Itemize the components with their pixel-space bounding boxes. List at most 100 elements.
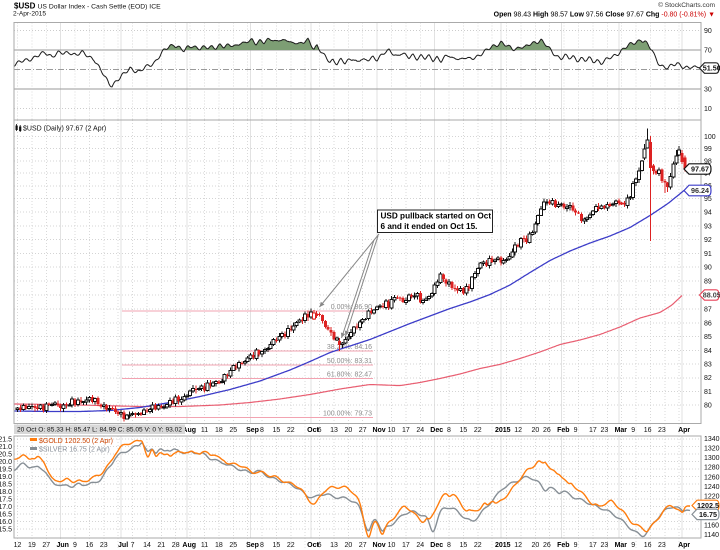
svg-text:1220: 1220	[704, 494, 720, 501]
svg-text:97.67: 97.67	[691, 165, 709, 174]
svg-text:82: 82	[704, 375, 712, 382]
svg-text:19.5: 19.5	[0, 467, 12, 474]
svg-text:16.5: 16.5	[0, 512, 12, 519]
svg-text:Sep: Sep	[246, 542, 259, 549]
svg-text:16: 16	[644, 542, 652, 549]
svg-text:21.0: 21.0	[0, 444, 12, 451]
svg-text:1300: 1300	[704, 455, 720, 462]
svg-text:25: 25	[229, 542, 237, 549]
svg-text:95: 95	[704, 196, 712, 203]
svg-text:1160: 1160	[704, 522, 719, 529]
svg-text:9: 9	[574, 542, 578, 549]
svg-text:17.5: 17.5	[0, 497, 12, 504]
svg-text:25: 25	[229, 427, 237, 434]
svg-text:20.5: 20.5	[0, 452, 12, 459]
svg-text:38.20%: 84.16: 38.20%: 84.16	[327, 344, 372, 351]
svg-text:61.80%: 82.47: 61.80%: 82.47	[327, 372, 372, 379]
svg-text:16: 16	[86, 542, 94, 549]
svg-text:15: 15	[273, 542, 281, 549]
svg-text:8: 8	[447, 542, 451, 549]
svg-text:1260: 1260	[704, 474, 720, 481]
svg-text:2015: 2015	[495, 542, 511, 549]
svg-text:100: 100	[704, 134, 716, 141]
svg-text:USD pullback started on Oct: USD pullback started on Oct	[381, 212, 492, 221]
svg-text:12: 12	[14, 542, 22, 549]
svg-text:1140: 1140	[704, 532, 719, 539]
svg-text:20: 20	[345, 542, 353, 549]
svg-text:91: 91	[704, 251, 712, 258]
svg-text:22: 22	[474, 542, 482, 549]
svg-text:Sep: Sep	[246, 427, 259, 434]
svg-text:Apr: Apr	[678, 542, 690, 549]
svg-text:27: 27	[42, 542, 50, 549]
svg-text:$USD: $USD	[14, 2, 36, 11]
svg-text:$GOLD 1202.50 (2 Apr): $GOLD 1202.50 (2 Apr)	[39, 438, 113, 445]
svg-text:23: 23	[658, 542, 666, 549]
svg-text:20: 20	[532, 542, 540, 549]
svg-text:16.75: 16.75	[699, 510, 717, 519]
svg-text:Aug: Aug	[182, 427, 196, 434]
svg-text:13: 13	[330, 542, 338, 549]
svg-text:20 Oct O: 85.33 H: 85.47 L:: 20 Oct O: 85.33 H: 85.47 L: 84.99 C: 85.…	[17, 427, 182, 434]
svg-text:15: 15	[460, 427, 468, 434]
svg-text:86: 86	[704, 320, 712, 327]
svg-text:8: 8	[447, 427, 451, 434]
svg-text:2-Apr-2015: 2-Apr-2015	[13, 11, 46, 18]
svg-text:9: 9	[73, 542, 77, 549]
svg-text:Aug: Aug	[182, 542, 196, 549]
svg-text:90: 90	[704, 265, 712, 272]
svg-text:$SILVER 16.75 (2 Apr): $SILVER 16.75 (2 Apr)	[39, 447, 110, 454]
svg-text:23: 23	[658, 427, 666, 434]
svg-text:93: 93	[704, 223, 712, 230]
svg-text:17: 17	[402, 542, 410, 549]
svg-text:8: 8	[260, 427, 264, 434]
svg-text:2015: 2015	[495, 427, 511, 434]
svg-text:70: 70	[704, 48, 712, 55]
svg-text:Oct: Oct	[307, 427, 319, 434]
svg-text:85: 85	[704, 334, 712, 341]
svg-text:28: 28	[172, 542, 180, 549]
svg-text:90: 90	[704, 28, 712, 35]
svg-text:96.24: 96.24	[691, 186, 709, 195]
svg-text:26: 26	[543, 427, 551, 434]
svg-text:81: 81	[704, 389, 712, 396]
svg-text:14: 14	[143, 542, 151, 549]
svg-text:1320: 1320	[704, 446, 720, 453]
svg-text:20.0: 20.0	[0, 459, 12, 466]
svg-text:20: 20	[345, 427, 353, 434]
svg-text:88.05: 88.05	[703, 291, 720, 300]
svg-text:10: 10	[388, 427, 396, 434]
svg-text:22: 22	[287, 542, 295, 549]
svg-text:89: 89	[704, 279, 712, 286]
svg-text:Mar: Mar	[615, 542, 628, 549]
svg-text:23: 23	[601, 542, 609, 549]
svg-text:$USD (Daily) 97.67 (2 Apr): $USD (Daily) 97.67 (2 Apr)	[23, 126, 106, 133]
svg-text:19: 19	[28, 542, 36, 549]
svg-text:99: 99	[704, 146, 712, 153]
svg-text:17: 17	[589, 427, 597, 434]
svg-text:19.0: 19.0	[0, 474, 12, 481]
svg-text:94: 94	[704, 210, 712, 217]
svg-text:Apr: Apr	[678, 427, 690, 434]
svg-text:21: 21	[157, 542, 165, 549]
svg-text:13: 13	[330, 427, 338, 434]
svg-text:Dec: Dec	[430, 542, 443, 549]
svg-text:24: 24	[416, 542, 424, 549]
svg-text:Jul: Jul	[118, 542, 128, 549]
svg-text:9: 9	[631, 542, 635, 549]
svg-text:20: 20	[532, 427, 540, 434]
svg-text:© StockCharts.com: © StockCharts.com	[658, 1, 715, 9]
svg-text:21.5: 21.5	[0, 437, 12, 444]
svg-text:23: 23	[100, 542, 108, 549]
svg-text:10: 10	[704, 106, 712, 113]
svg-text:27: 27	[359, 427, 367, 434]
svg-text:18: 18	[215, 427, 223, 434]
svg-text:Jun: Jun	[56, 542, 68, 549]
svg-text:1340: 1340	[704, 436, 720, 443]
svg-text:8: 8	[260, 542, 264, 549]
svg-text:Feb: Feb	[557, 542, 569, 549]
svg-text:18.5: 18.5	[0, 482, 12, 489]
svg-text:50.00%: 83.31: 50.00%: 83.31	[327, 358, 372, 365]
svg-text:Feb: Feb	[557, 427, 569, 434]
svg-text:22: 22	[474, 427, 482, 434]
